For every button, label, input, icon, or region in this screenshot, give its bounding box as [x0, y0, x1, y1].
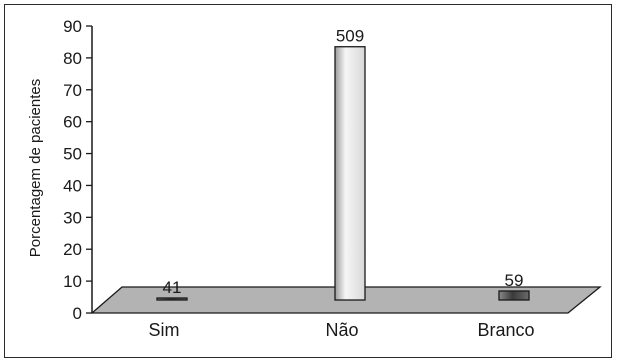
bar-nao: [334, 46, 366, 301]
y-tick-label: 40: [63, 176, 82, 195]
bar-branco: [498, 290, 530, 301]
y-axis-label: Porcentagem de pacientes: [27, 79, 44, 257]
y-tick-label: 70: [63, 81, 82, 100]
y-tick-label: 90: [63, 17, 82, 36]
bar-sim: [156, 297, 188, 301]
y-tick-label: 0: [73, 304, 82, 323]
data-label: 59: [505, 271, 524, 290]
data-label: 41: [163, 278, 182, 297]
y-tick-label: 80: [63, 49, 82, 68]
y-tick-label: 60: [63, 113, 82, 132]
y-tick-label: 20: [63, 240, 82, 259]
category-label: Branco: [477, 320, 534, 340]
category-label: Sim: [149, 320, 180, 340]
category-label: Não: [325, 320, 358, 340]
y-tick-label: 30: [63, 208, 82, 227]
y-tick-label: 50: [63, 145, 82, 164]
data-label: 509: [336, 27, 364, 46]
y-tick-label: 10: [63, 272, 82, 291]
